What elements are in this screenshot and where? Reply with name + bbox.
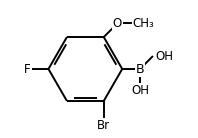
- Text: OH: OH: [156, 50, 174, 63]
- Text: Br: Br: [97, 119, 110, 132]
- Text: CH₃: CH₃: [132, 17, 154, 30]
- Text: B: B: [136, 63, 144, 75]
- Text: F: F: [24, 63, 31, 75]
- Text: O: O: [113, 17, 122, 30]
- Text: OH: OH: [131, 84, 149, 97]
